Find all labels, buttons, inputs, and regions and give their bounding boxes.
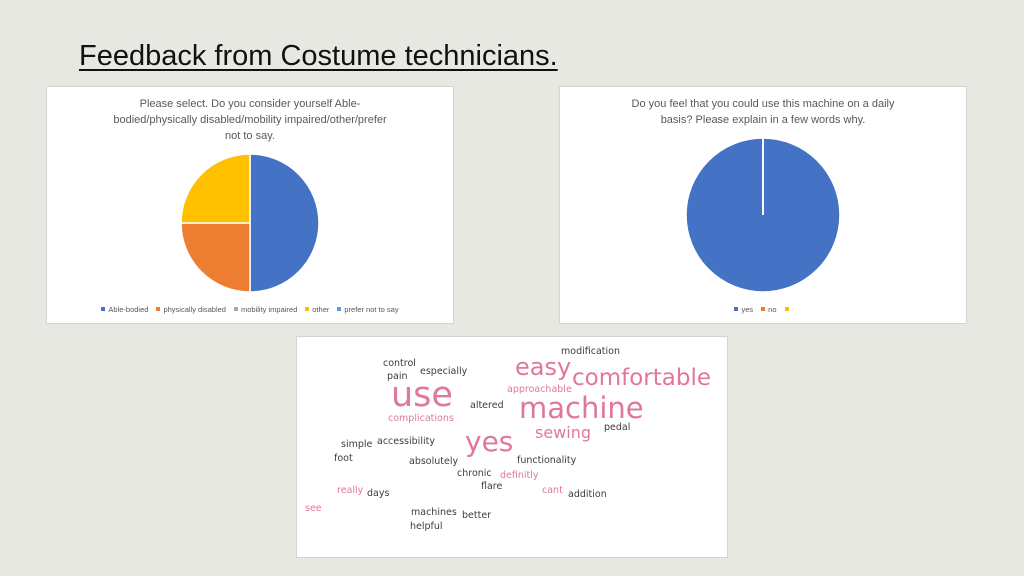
word-cloud-word-easy: easy [515,353,572,381]
word-cloud-word-addition: addition [568,489,607,500]
word-cloud-word-days: days [367,488,390,499]
pie-slice-other [180,153,251,224]
word-cloud-word-absolutely: absolutely [409,456,459,467]
word-cloud-word-modification: modification [561,346,620,357]
word-cloud-word-approachable: approachable [507,384,572,395]
disability-pie-chart-panel: Please select. Do you consider yourself … [46,86,454,324]
legend-swatch [784,307,789,312]
chart-title-line: Do you feel that you could use this mach… [631,98,895,110]
legend-swatch [101,307,106,312]
legend-swatch [761,307,766,312]
chart-title-line: bodied/physically disabled/mobility impa… [113,114,387,126]
word-cloud-word-functionality: functionality [517,455,577,466]
word-cloud-word-altered: altered [470,400,504,411]
legend-swatch [734,307,739,312]
word-cloud-word-comfortable: comfortable [572,365,711,391]
pie-chart [180,153,320,293]
legend-item-able-bodied: Able-bodied [101,305,148,314]
word-cloud-word-really: really [337,485,364,496]
word-cloud-word-especially: especially [420,366,468,377]
chart-legend: yes no [560,305,966,314]
word-cloud-word-foot: foot [334,453,353,464]
word-cloud-word-chronic: chronic [457,468,492,479]
word-cloud-panel: modification control especially pain easy com… [296,336,728,558]
chart-title: Please select. Do you consider yourself … [47,96,453,144]
legend-item-yes: yes [734,305,753,314]
word-cloud-word-pedal: pedal [604,422,631,433]
legend-label: other [312,305,330,314]
legend-label: physically disabled [163,305,226,314]
chart-title-line: not to say. [225,130,275,142]
legend-item-prefer-not-to-say: prefer not to say [337,305,399,314]
legend-label: mobility impaired [240,305,298,314]
pie-slice-able-bodied [249,153,320,293]
pie-slice-physically-disabled [180,222,251,293]
word-cloud-word-complications: complications [388,413,454,424]
legend-label: prefer not to say [344,305,399,314]
word-cloud-word-sewing: sewing [535,423,592,442]
word-cloud-word-pain: pain [387,371,408,382]
legend-label: yes [741,305,754,314]
chart-legend: Able-bodied physically disabled mobility i… [47,305,453,314]
legend-swatch [305,307,310,312]
word-cloud-word-better: better [462,510,492,521]
chart-title-line: basis? Please explain in a few words why… [660,114,866,126]
word-cloud-word-flare: flare [481,481,503,492]
word-cloud-word-simple: simple [341,439,373,450]
word-cloud-word-helpful: helpful [410,521,443,532]
word-cloud-word-machine: machine [519,391,644,425]
legend-label: no [768,305,777,314]
legend-label: Able-bodied [108,305,149,314]
legend-item-blank [784,305,792,314]
legend-swatch [337,307,342,312]
chart-title-line: Please select. Do you consider yourself … [139,98,361,110]
legend-swatch [233,307,238,312]
word-cloud-word-cant: cant [542,485,563,496]
word-cloud-word-definitly: definitly [500,470,539,481]
slide-title: Feedback from Costume technicians. [79,40,558,72]
word-cloud-word-yes: yes [465,425,514,458]
legend-item-mobility-impaired: mobility impaired [233,305,298,314]
daily-use-pie-chart-panel: Do you feel that you could use this mach… [559,86,967,324]
legend-item-physically-disabled: physically disabled [156,305,226,314]
word-cloud-word-see: see [305,503,322,514]
legend-item-no: no [761,305,777,314]
word-cloud-word-control: control [383,358,416,369]
legend-swatch [156,307,161,312]
chart-title: Do you feel that you could use this mach… [560,96,966,128]
pie-chart [685,137,841,293]
word-cloud-word-accessibility: accessibility [377,436,435,447]
word-cloud-word-machines: machines [411,507,457,518]
word-cloud-word-use: use [391,375,453,415]
legend-item-other: other [305,305,329,314]
